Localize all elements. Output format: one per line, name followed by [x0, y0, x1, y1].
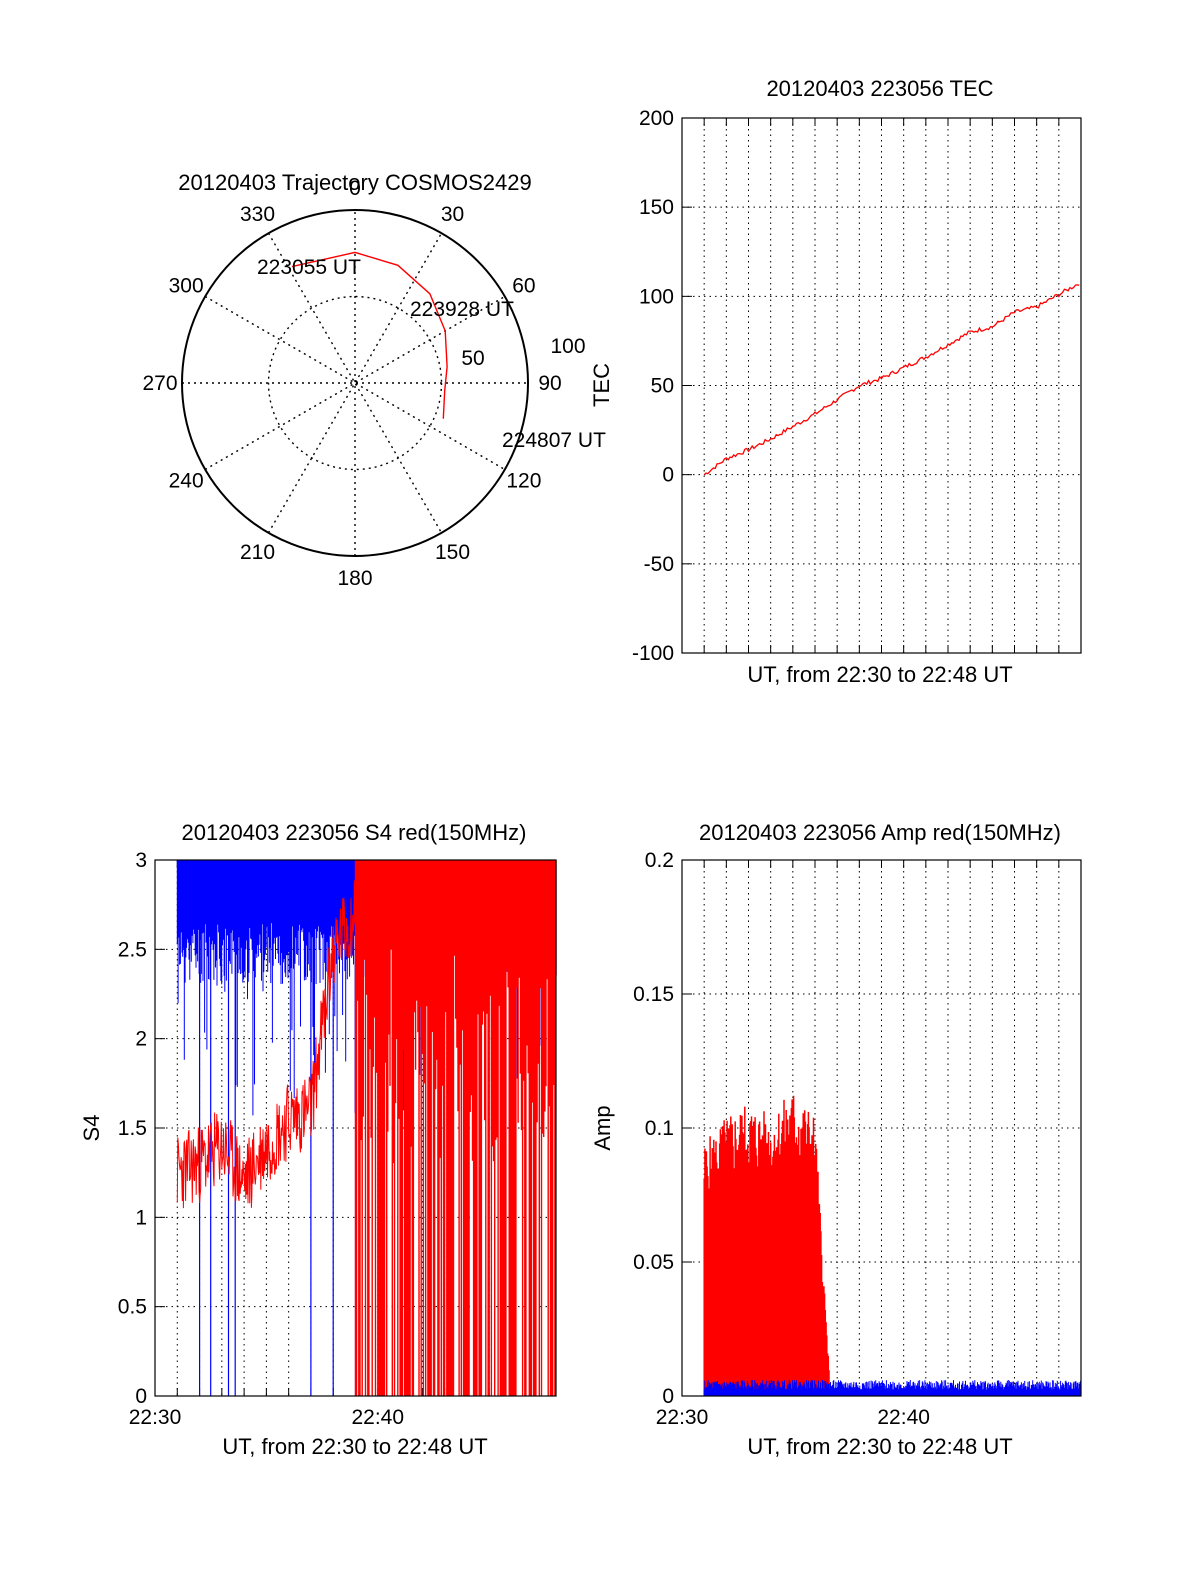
amp-ytick-label: 0.15	[633, 983, 674, 1006]
tec-ytick-label: -100	[632, 642, 674, 665]
s4-ylabel: S4	[79, 1115, 104, 1142]
tec-title: 20120403 223056 TEC	[766, 76, 993, 101]
s4-red-series	[176, 880, 356, 1209]
trajectory-annotation: 224807 UT	[502, 429, 606, 452]
amp-red-series	[703, 1095, 831, 1396]
polar-azimuth-label: 240	[169, 470, 204, 493]
amp-x-ticks: 22:30 22:40	[656, 1406, 930, 1429]
tec-y-ticks: -100 -50 0 50 100 150 200	[632, 107, 692, 665]
s4-title: 20120403 223056 S4 red(150MHz)	[182, 820, 527, 845]
s4-ytick-label: 2.5	[118, 938, 147, 961]
amp-xtick-label: 22:30	[656, 1406, 709, 1429]
amp-ytick-label: 0	[662, 1385, 674, 1408]
polar-azimuth-label: 0	[349, 177, 361, 200]
polar-azimuth-label: 120	[506, 470, 541, 493]
tec-xlabel: UT, from 22:30 to 22:48 UT	[747, 662, 1012, 687]
s4-frame	[154, 859, 557, 1397]
amp-y-ticks: 0 0.05 0.1 0.15 0.2	[633, 849, 692, 1408]
tec-ylabel: TEC	[589, 363, 614, 407]
polar-grid	[181, 209, 529, 557]
s4-red-saturated	[354, 860, 557, 1396]
s4-ytick-label: 0.5	[118, 1296, 147, 1319]
s4-ytick-label: 2	[135, 1028, 147, 1051]
s4-plot: 20120403 223056 S4 red(150MHz) 0 0.5 1 1.5 2…	[79, 820, 557, 1459]
amp-ytick-label: 0.2	[645, 849, 674, 872]
tec-series-line	[703, 284, 1080, 476]
tec-plot: 20120403 223056 TEC -100-50050100150200 …	[589, 76, 1082, 687]
s4-ytick-label: 0	[135, 1385, 147, 1408]
polar-radius-labels: 50 100	[461, 335, 585, 370]
amp-ytick-label: 0.1	[645, 1117, 674, 1140]
amp-xtick-label: 22:40	[877, 1406, 930, 1429]
polar-azimuth-labels: 0 30 60 90 120 150 180 210 240 270 300 330	[142, 177, 561, 590]
polar-title: 20120403 Trajectory COSMOS2429	[178, 170, 531, 195]
amp-title: 20120403 223056 Amp red(150MHz)	[699, 820, 1061, 845]
amp-xlabel: UT, from 22:30 to 22:48 UT	[747, 1434, 1012, 1459]
trajectory-annotation: 223055 UT	[257, 256, 361, 279]
s4-xtick-label: 22:30	[129, 1406, 182, 1429]
tec-frame	[681, 117, 1082, 654]
amp-frame	[681, 859, 1082, 1397]
polar-azimuth-label: 30	[441, 203, 464, 226]
polar-spoke	[267, 232, 443, 534]
trajectory-polar-plot: 20120403 Trajectory COSMOS2429 0 30 60 90 12…	[142, 170, 606, 590]
tec-ytick-label: 150	[639, 196, 674, 219]
polar-azimuth-label: 270	[142, 372, 177, 395]
s4-xlabel: UT, from 22:30 to 22:48 UT	[222, 1434, 487, 1459]
amp-plot: 20120403 223056 Amp red(150MHz) 0 0.05 0.1…	[590, 820, 1082, 1459]
tec-ytick-label: 100	[639, 285, 674, 308]
polar-azimuth-label: 180	[337, 567, 372, 590]
polar-azimuth-label: 210	[240, 541, 275, 564]
amp-ylabel: Amp	[590, 1105, 615, 1150]
tec-ytick-label: -50	[644, 553, 674, 576]
tec-ytick-label: 200	[639, 107, 674, 130]
amp-series	[703, 1095, 1082, 1396]
polar-azimuth-label: 60	[512, 275, 535, 298]
s4-series	[176, 860, 557, 1396]
polar-spoke	[267, 232, 443, 534]
polar-spoke	[204, 295, 506, 471]
amp-blue-series	[703, 1380, 1082, 1396]
tec-grid	[682, 118, 1081, 653]
tec-ytick-label: 50	[651, 375, 674, 398]
polar-azimuth-label: 300	[169, 275, 204, 298]
tec-ytick-label: 0	[662, 464, 674, 487]
polar-spoke	[204, 295, 506, 471]
polar-radius-label: 100	[550, 335, 585, 358]
amp-ytick-label: 0.05	[633, 1251, 674, 1274]
polar-azimuth-label: 150	[435, 541, 470, 564]
trajectory-line	[291, 251, 448, 419]
trajectory-annotation: 223928 UT	[410, 298, 514, 321]
trajectory-annotations: 223055 UT 223928 UT 224807 UT	[257, 256, 606, 452]
polar-azimuth-label: 330	[240, 203, 275, 226]
polar-inner-ring	[267, 295, 443, 471]
s4-ytick-label: 1.5	[118, 1117, 147, 1140]
polar-azimuth-label: 90	[538, 372, 561, 395]
s4-ytick-label: 1	[135, 1206, 147, 1229]
polar-radius-label: 50	[461, 347, 484, 370]
s4-ytick-label: 3	[135, 849, 147, 872]
s4-x-ticks: 22:30 22:40	[129, 1406, 404, 1429]
s4-xtick-label: 22:40	[351, 1406, 404, 1429]
s4-y-ticks: 0 0.5 1 1.5 2 2.5 3	[118, 849, 165, 1408]
